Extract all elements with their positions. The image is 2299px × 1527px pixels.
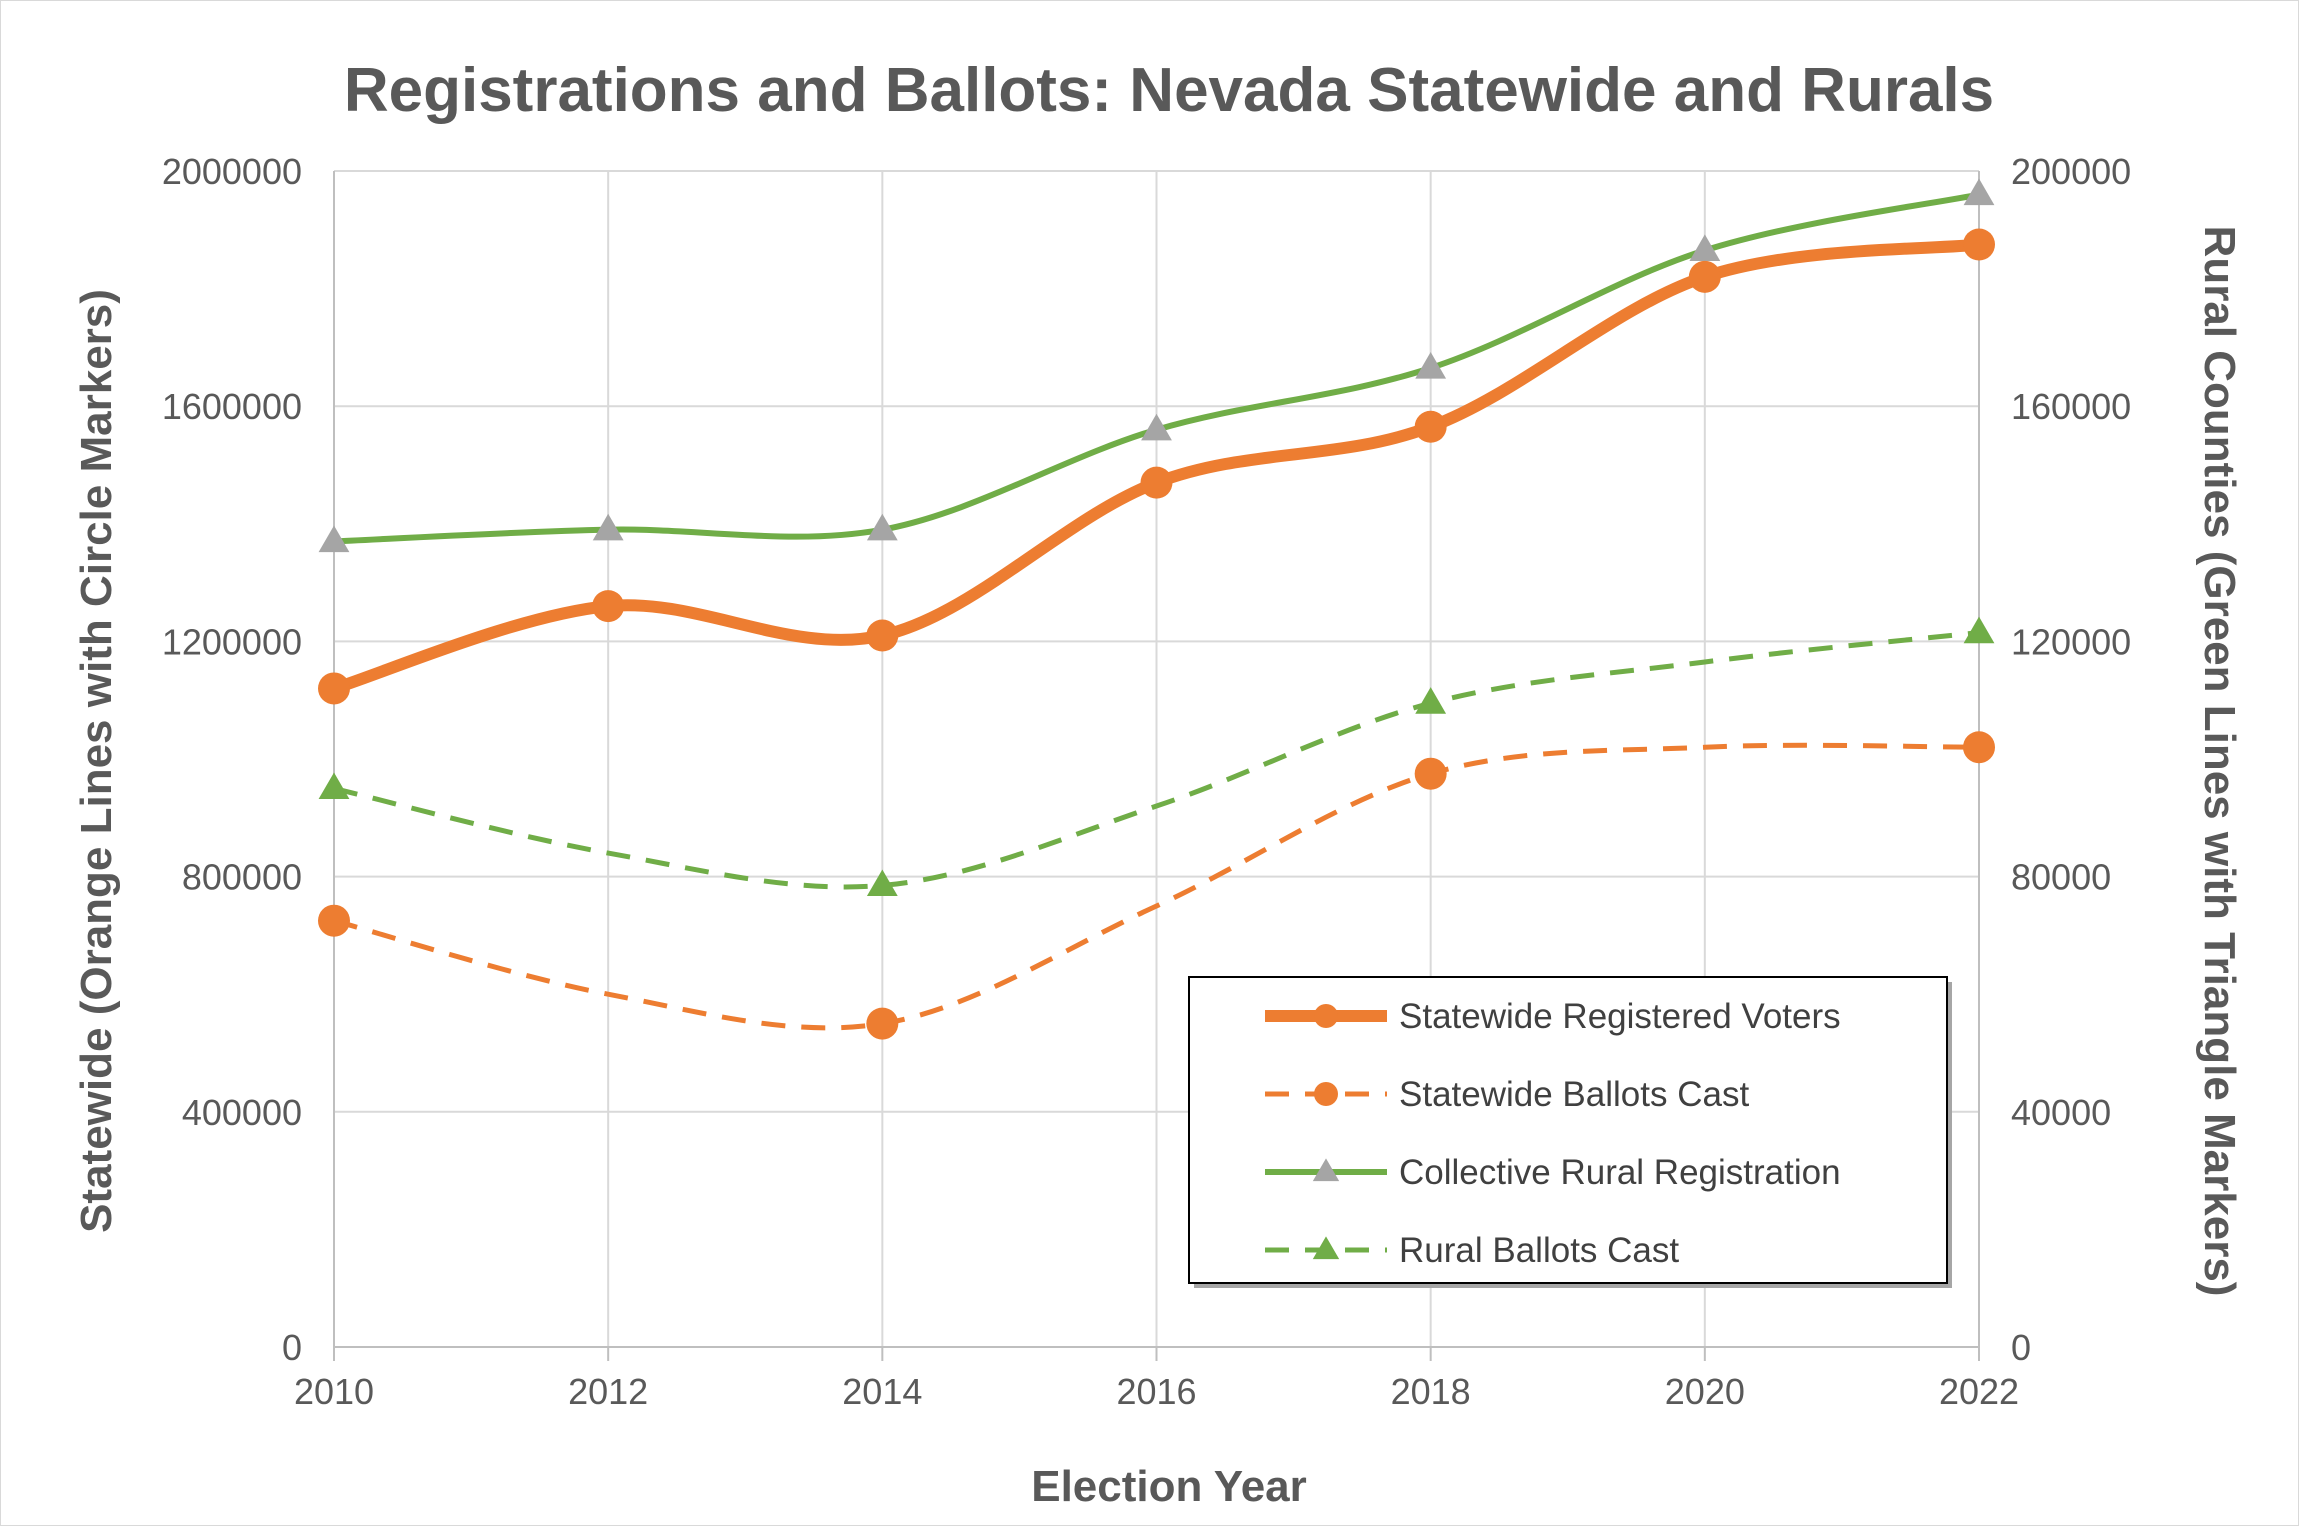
data-point-marker xyxy=(1688,260,1721,293)
y-axis-left-title: Statewide (Orange Lines with Circle Mark… xyxy=(72,289,121,1233)
chart-title: Registrations and Ballots: Nevada Statew… xyxy=(344,56,1994,125)
x-tick-label: 2016 xyxy=(1116,1371,1196,1412)
series-line-1 xyxy=(333,742,1980,1031)
y-right-tick-label: 120000 xyxy=(2011,621,2131,662)
data-point-marker xyxy=(1415,352,1447,379)
x-tick-label: 2012 xyxy=(568,1371,648,1412)
x-tick-label: 2010 xyxy=(294,1371,374,1412)
data-point-marker xyxy=(1963,731,1995,764)
data-point-marker xyxy=(1415,687,1447,714)
y-right-tick-label: 0 xyxy=(2011,1327,2031,1368)
y-left-tick-label: 1200000 xyxy=(162,621,302,662)
tick-labels: 0 400000 800000 1200000 1600000 2000000 0 40000… xyxy=(162,151,2131,1412)
data-point-marker xyxy=(1414,410,1447,443)
data-point-marker xyxy=(1689,234,1721,262)
data-point-marker xyxy=(318,772,350,800)
x-tick-label: 2018 xyxy=(1391,1371,1471,1412)
data-point-marker xyxy=(1963,228,1995,261)
data-point-marker xyxy=(1414,757,1447,790)
legend-swatch-marker xyxy=(1312,1158,1340,1182)
data-point-marker xyxy=(1141,413,1172,441)
y-left-tick-label: 800000 xyxy=(182,857,302,898)
data-point-marker xyxy=(866,619,899,652)
x-tick-label: 2022 xyxy=(1939,1371,2019,1412)
y-left-tick-label: 2000000 xyxy=(162,151,302,192)
data-point-marker xyxy=(318,904,350,937)
data-point-marker xyxy=(1963,178,1995,206)
legend-swatch-marker xyxy=(1312,1236,1340,1260)
y-right-tick-label: 160000 xyxy=(2011,386,2131,427)
data-point-marker xyxy=(592,590,625,623)
data-point-marker xyxy=(866,869,898,897)
markers-layer xyxy=(318,178,1995,1040)
legend-label: Collective Rural Registration xyxy=(1399,1153,1841,1192)
x-axis-title: Election Year xyxy=(1031,1462,1307,1511)
data-point-marker xyxy=(318,672,350,705)
data-point-marker xyxy=(1140,466,1173,499)
data-point-marker xyxy=(592,513,624,541)
y-left-tick-label: 1600000 xyxy=(162,386,302,427)
data-point-marker xyxy=(318,525,350,553)
y-right-tick-label: 40000 xyxy=(2011,1092,2111,1133)
series-line-3 xyxy=(333,630,1980,890)
legend: Statewide Registered Voters Statewide Bal… xyxy=(1188,976,1952,1288)
legend-swatch-marker xyxy=(1314,1004,1338,1028)
y-right-tick-label: 80000 xyxy=(2011,857,2111,898)
legend-box xyxy=(1188,976,1948,1284)
data-point-marker xyxy=(866,1007,899,1040)
y-axis-right-title: Rural Counties (Green Lines with Triangl… xyxy=(2195,226,2244,1297)
legend-label: Statewide Ballots Cast xyxy=(1399,1075,1749,1114)
x-tick-label: 2014 xyxy=(842,1371,922,1412)
x-tick-label: 2020 xyxy=(1665,1371,1745,1412)
data-point-marker xyxy=(866,513,898,541)
y-left-tick-label: 0 xyxy=(282,1327,302,1368)
axes xyxy=(333,171,1980,1361)
legend-swatch-marker xyxy=(1314,1082,1338,1106)
legend-label: Rural Ballots Cast xyxy=(1399,1231,1679,1270)
y-left-tick-label: 400000 xyxy=(182,1092,302,1133)
y-right-tick-label: 200000 xyxy=(2011,151,2131,192)
data-point-marker xyxy=(1963,616,1995,644)
legend-label: Statewide Registered Voters xyxy=(1399,997,1841,1036)
